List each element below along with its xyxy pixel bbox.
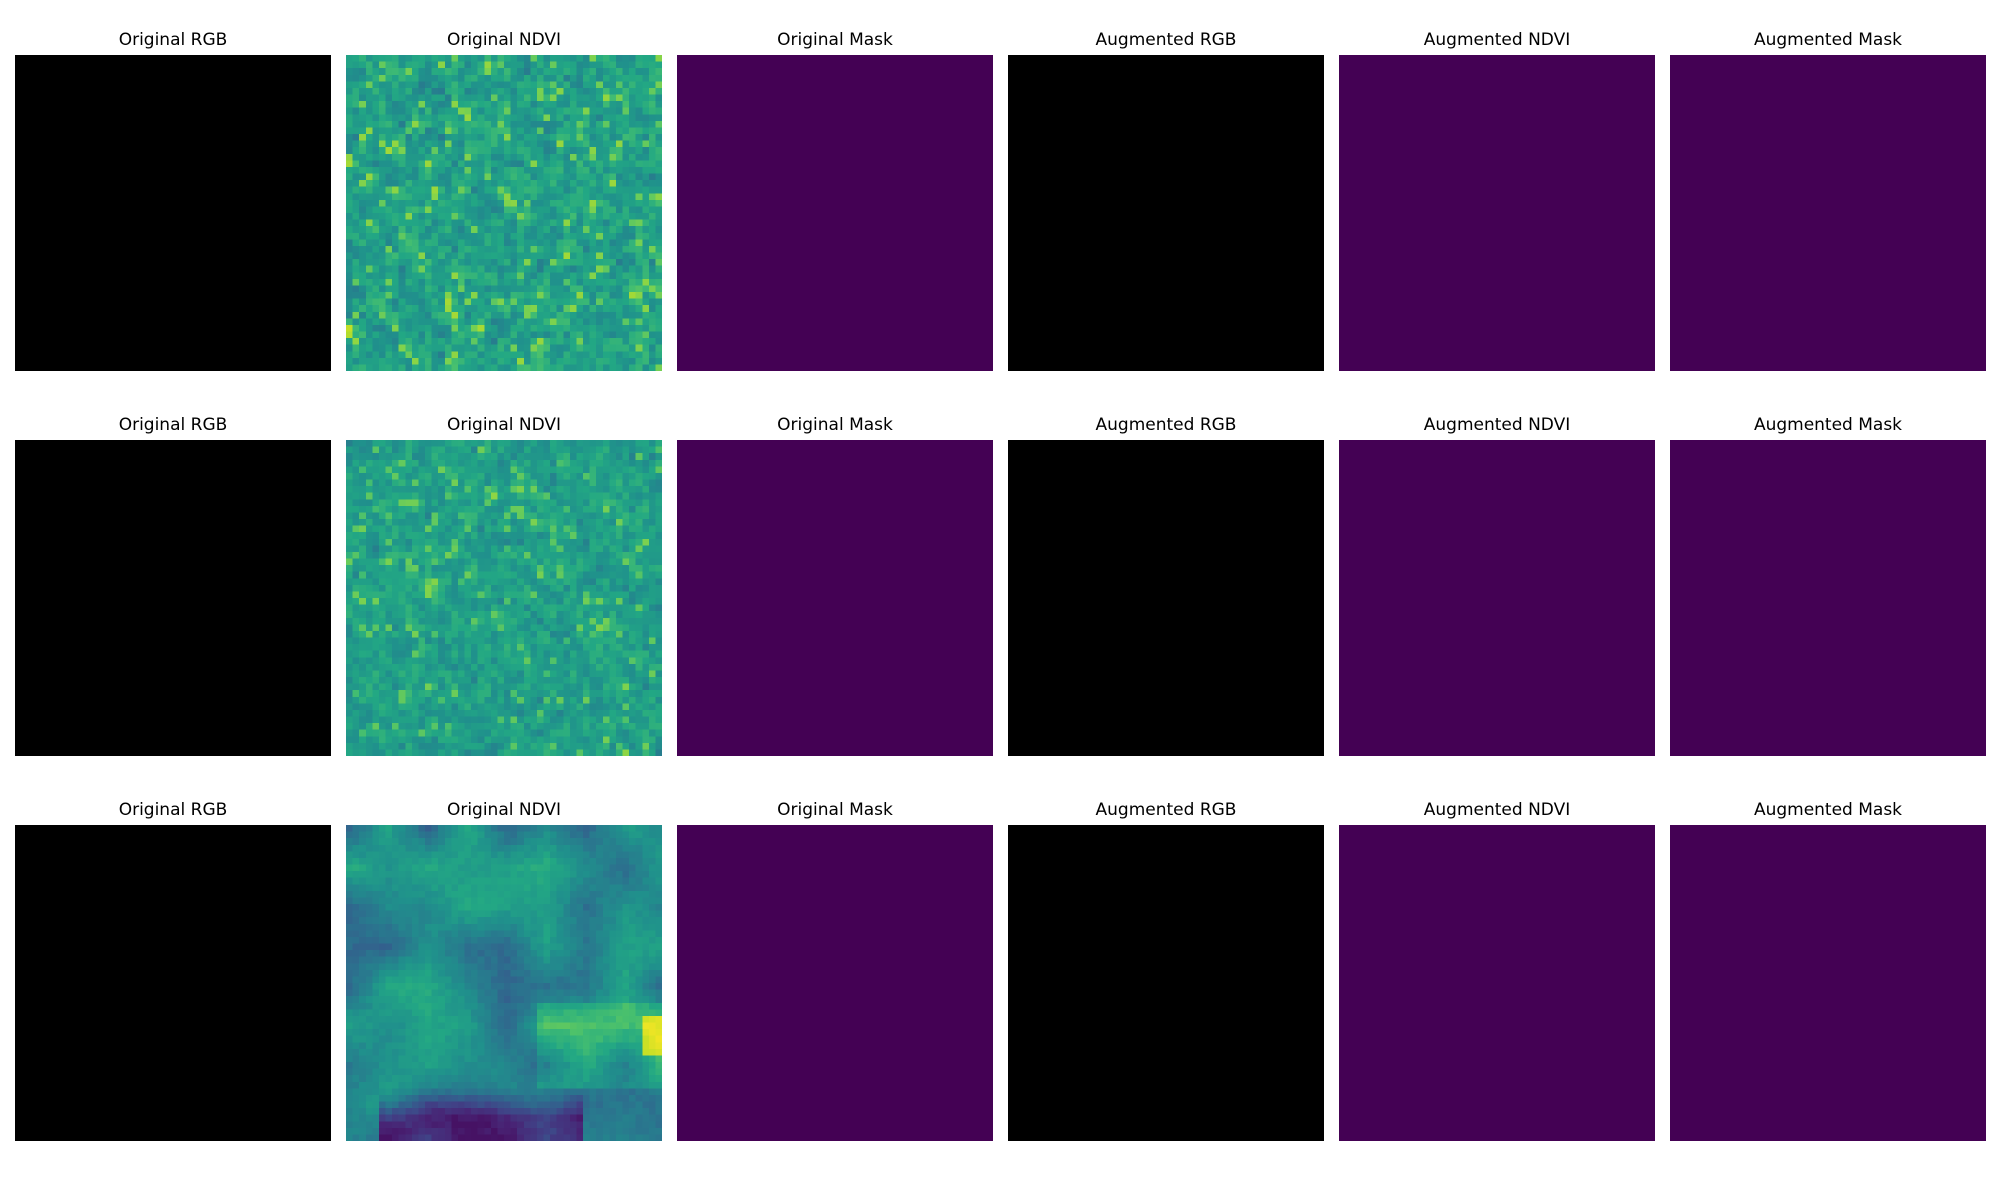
- augmented-mask-image: [1670, 825, 1986, 1141]
- original-mask-canvas: [677, 825, 993, 1141]
- augmented-rgb-canvas: [1008, 440, 1324, 756]
- augmented-ndvi-image: [1339, 825, 1655, 1141]
- panel-title: Original Mask: [777, 415, 893, 435]
- augmented-rgb-canvas: [1008, 825, 1324, 1141]
- panel-title: Original RGB: [118, 415, 228, 435]
- augmented-ndvi-image: [1339, 55, 1655, 371]
- augmented-rgb-image: [1008, 825, 1324, 1141]
- original-ndvi-canvas: [346, 825, 662, 1141]
- panel-title: Original RGB: [118, 30, 228, 50]
- augmented-ndvi-canvas: [1339, 55, 1655, 371]
- augmented-ndvi-image: [1339, 440, 1655, 756]
- original-mask-canvas: [677, 55, 993, 371]
- panel-title: Augmented Mask: [1753, 30, 1903, 50]
- original-mask-image: [677, 55, 993, 371]
- panel-title: Original Mask: [777, 30, 893, 50]
- original-mask-image: [677, 825, 993, 1141]
- original-rgb-canvas: [15, 825, 331, 1141]
- panel-title: Original Mask: [777, 800, 893, 820]
- original-mask-image: [677, 440, 993, 756]
- panel-title: Original RGB: [118, 800, 228, 820]
- panel-title: Augmented Mask: [1753, 415, 1903, 435]
- original-rgb-canvas: [15, 440, 331, 756]
- panel-title: Original NDVI: [446, 415, 562, 435]
- original-ndvi-image: [346, 825, 662, 1141]
- panel-title: Augmented NDVI: [1423, 415, 1571, 435]
- original-rgb-image: [15, 825, 331, 1141]
- augmented-mask-canvas: [1670, 440, 1986, 756]
- augmented-rgb-image: [1008, 55, 1324, 371]
- panel-title: Augmented NDVI: [1423, 800, 1571, 820]
- augmented-mask-canvas: [1670, 55, 1986, 371]
- panel-title: Original NDVI: [446, 800, 562, 820]
- original-ndvi-image: [346, 440, 662, 756]
- panel-title: Original NDVI: [446, 30, 562, 50]
- augmented-mask-image: [1670, 440, 1986, 756]
- augmented-mask-image: [1670, 55, 1986, 371]
- panel-title: Augmented RGB: [1095, 415, 1237, 435]
- original-ndvi-canvas: [346, 440, 662, 756]
- original-ndvi-canvas: [346, 55, 662, 371]
- panel-title: Augmented RGB: [1095, 30, 1237, 50]
- augmented-ndvi-canvas: [1339, 440, 1655, 756]
- panel-title: Augmented RGB: [1095, 800, 1237, 820]
- original-rgb-image: [15, 55, 331, 371]
- original-mask-canvas: [677, 440, 993, 756]
- augmented-ndvi-canvas: [1339, 825, 1655, 1141]
- original-rgb-image: [15, 440, 331, 756]
- augmented-rgb-image: [1008, 440, 1324, 756]
- original-rgb-canvas: [15, 55, 331, 371]
- augmented-rgb-canvas: [1008, 55, 1324, 371]
- panel-title: Augmented Mask: [1753, 800, 1903, 820]
- original-ndvi-image: [346, 55, 662, 371]
- panel-title: Augmented NDVI: [1423, 30, 1571, 50]
- augmented-mask-canvas: [1670, 825, 1986, 1141]
